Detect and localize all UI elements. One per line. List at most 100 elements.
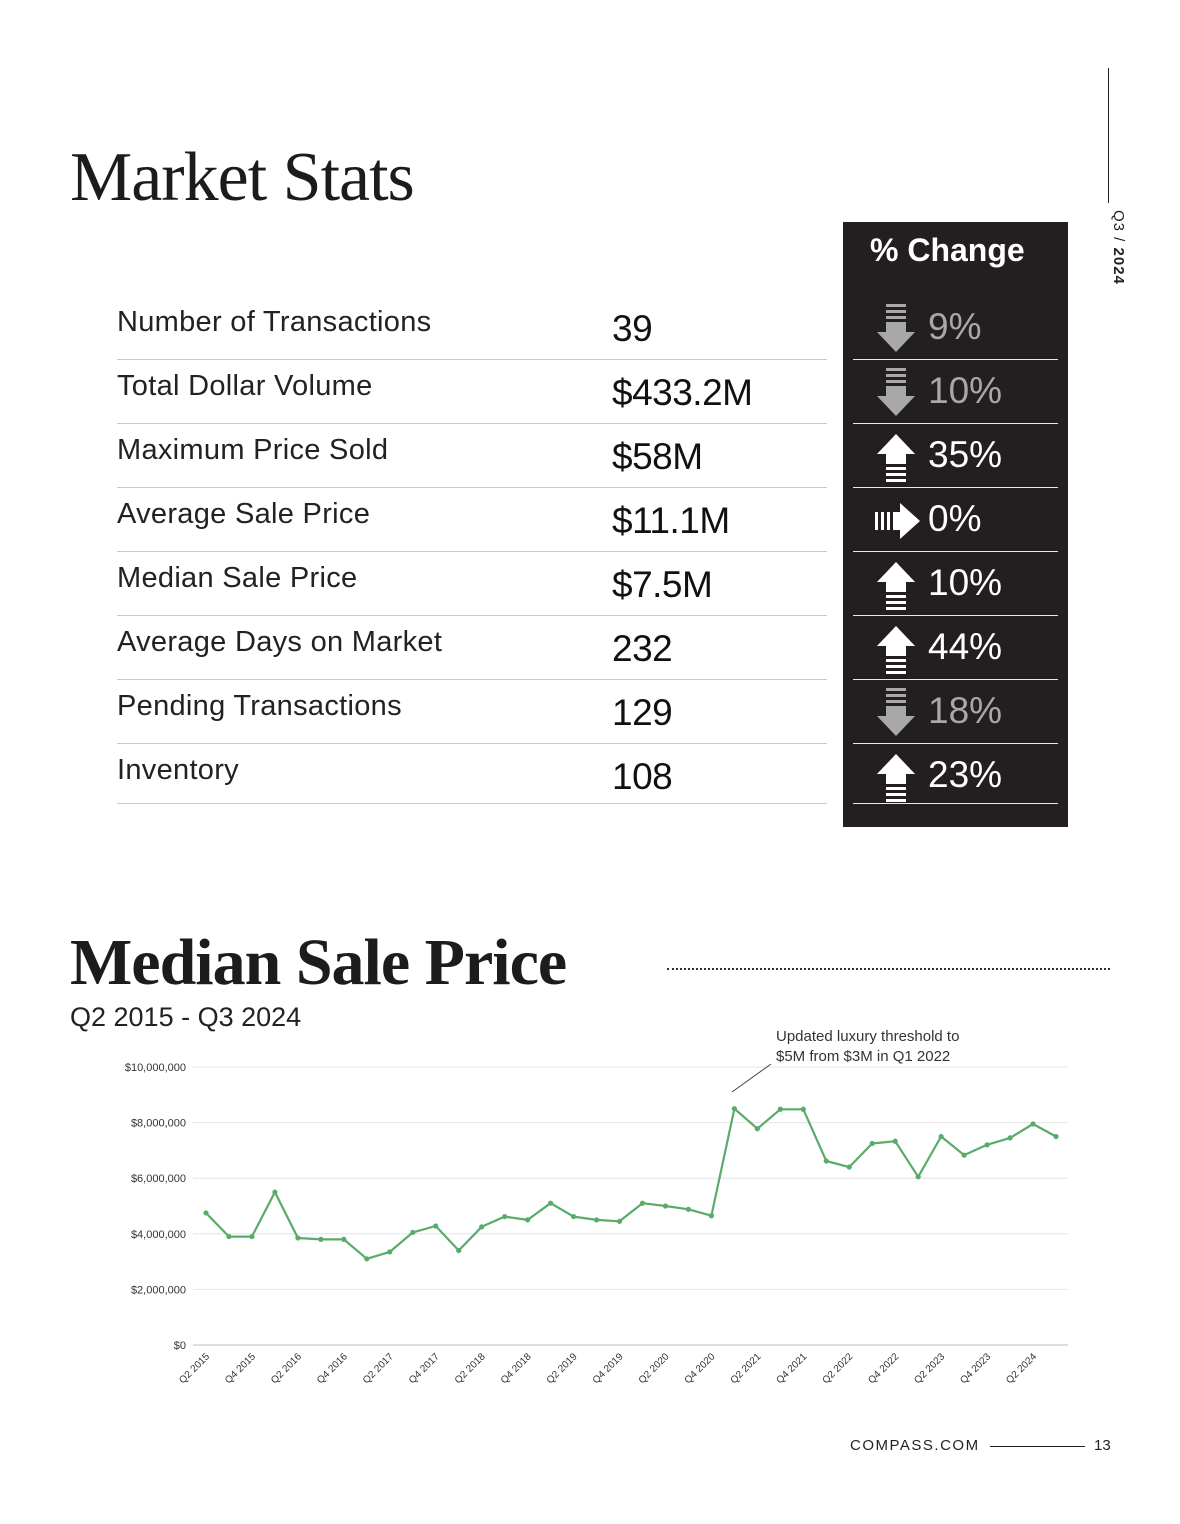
data-point [341,1236,347,1242]
stat-label: Average Sale Price [117,498,371,530]
x-tick-label: Q2 2015 [177,1351,212,1386]
y-tick-label: $4,000,000 [131,1229,186,1241]
stat-value: $58M [612,436,703,477]
market-stats-title: Market Stats [70,139,415,216]
x-axis-ticks: Q2 2015 Q4 2015 Q2 2016 Q4 2016 Q2 2017 Q4 20… [177,1351,1039,1386]
x-tick-label: Q2 2021 [729,1351,764,1386]
change-row: 44% [853,616,1058,680]
change-percent: 0% [928,498,982,539]
stat-value: $11.1M [612,500,730,541]
data-point [731,1106,737,1112]
y-axis-ticks: $0 $2,000,000 $4,000,000 $6,000,000 $8,000,0… [125,1062,186,1352]
data-point [502,1213,508,1220]
annotation-line-2: $5M from $3M in Q1 2022 [776,1048,951,1065]
x-tick-label: Q2 2017 [361,1351,396,1386]
arrow-up-icon [877,434,915,482]
x-tick-label: Q4 2021 [775,1351,810,1386]
stat-row: Pending Transactions 129 [117,680,827,744]
y-tick-label: $2,000,000 [131,1284,186,1296]
percent-change-title: % Change [870,232,1025,268]
x-tick-label: Q4 2023 [958,1351,993,1386]
stat-label: Pending Transactions [117,690,402,722]
change-percent: 23% [928,754,1003,795]
data-point [410,1229,416,1236]
side-rule [1108,68,1109,203]
y-tick-label: $10,000,000 [125,1062,186,1074]
median-sale-price-title: Median Sale Price [70,926,567,999]
stats-table: Number of Transactions 39 Total Dollar Vo… [117,296,827,804]
data-point [295,1235,301,1241]
stat-label: Average Days on Market [117,626,443,658]
change-row: 0% [853,488,1058,552]
stat-row: Average Days on Market 232 [117,616,827,680]
chart-grid [193,1066,1068,1346]
change-percent: 10% [928,562,1003,603]
change-percent: 9% [928,306,982,347]
data-point [387,1249,393,1255]
median-price-series-line [205,1107,1057,1260]
stat-label: Maximum Price Sold [117,434,389,466]
y-tick-label: $8,000,000 [131,1118,186,1130]
change-row: 10% [853,360,1058,424]
data-point [685,1206,692,1212]
footer-site: COMPASS.COM [850,1437,980,1454]
stat-label: Total Dollar Volume [117,370,373,402]
stat-row: Inventory 108 [117,744,827,804]
data-point [616,1218,623,1224]
stat-value: 108 [612,756,673,797]
data-point [1007,1135,1013,1141]
x-tick-label: Q2 2019 [545,1351,580,1386]
x-tick-label: Q4 2018 [499,1351,534,1386]
data-point [433,1223,439,1229]
stat-value: $433.2M [612,372,753,413]
footer-rule [990,1446,1085,1447]
dotted-divider [667,968,1110,970]
data-point [1053,1133,1059,1140]
stat-row: Maximum Price Sold $58M [117,424,827,488]
arrow-down-icon [877,688,915,736]
data-point [938,1133,944,1140]
change-percent: 35% [928,434,1003,475]
data-point [869,1140,875,1147]
stat-label: Number of Transactions [117,306,432,338]
data-point [249,1233,255,1240]
change-percent: 18% [928,690,1003,731]
chart-annotation: Updated luxury threshold to $5M from $3M… [776,1027,959,1067]
data-point [203,1210,209,1216]
x-tick-label: Q4 2020 [683,1351,718,1386]
data-point [754,1126,760,1132]
data-point [364,1256,370,1262]
x-tick-label: Q2 2016 [269,1351,304,1386]
stat-row: Number of Transactions 39 [117,296,827,360]
data-point [892,1138,898,1144]
stat-label: Inventory [117,754,239,786]
data-point [777,1106,783,1112]
x-tick-label: Q4 2016 [315,1351,350,1386]
data-point [318,1236,324,1242]
data-point [708,1213,715,1219]
data-point [823,1158,829,1164]
stat-value: 232 [612,628,673,669]
data-point [961,1152,967,1158]
arrow-up-icon [877,626,915,674]
date-range-subtitle: Q2 2015 - Q3 2024 [70,1002,302,1032]
stat-row: Median Sale Price $7.5M [117,552,827,616]
annotation-leader-line [731,1063,772,1093]
data-points [203,1106,1059,1262]
y-tick-label: $6,000,000 [131,1173,186,1185]
data-point [547,1200,554,1206]
data-point [525,1217,531,1223]
stat-value: 39 [612,308,653,349]
stat-row: Total Dollar Volume $433.2M [117,360,827,424]
y-tick-label: $0 [174,1340,186,1352]
data-point [639,1200,646,1206]
data-point [593,1217,600,1223]
data-point [456,1247,462,1254]
arrow-up-icon [877,562,915,610]
change-row: 9% [853,296,1058,360]
percent-change-list: 9% 10% 35% 0% 10% 44% 18% 23% [853,296,1058,804]
x-tick-label: Q4 2022 [866,1351,901,1386]
annotation-line-1: Updated luxury threshold to [776,1028,960,1045]
change-row: 35% [853,424,1058,488]
data-point [1030,1121,1036,1127]
